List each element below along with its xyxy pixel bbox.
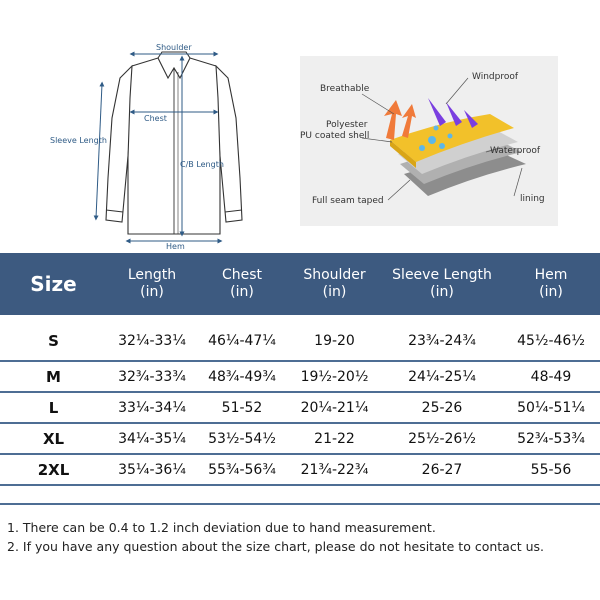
sleeve-length-cell: 25-26 xyxy=(382,392,502,424)
size-cell: M xyxy=(0,361,107,393)
chest-label: Chest xyxy=(144,114,167,123)
polyester-label-line2: PU coated shell xyxy=(300,131,370,141)
column-header-hem: Hem (in) xyxy=(534,267,568,300)
shirt-measurement-diagram: Shoulder Chest Sleeve Length C/B Length … xyxy=(40,38,270,251)
size-chart-table: Size Length (in) Chest (in) Shoulder (in) S… xyxy=(0,253,600,486)
column-header-shoulder: Shoulder (in) xyxy=(303,267,366,300)
hem-cell: 45½-46½ xyxy=(502,315,600,362)
length-cell: 32¾-33¾ xyxy=(107,361,197,393)
sleeve-length-label: Sleeve Length xyxy=(50,136,107,145)
hem-cell: 48-49 xyxy=(502,361,600,393)
chest-cell: 46¼-47¼ xyxy=(197,315,287,362)
column-header-size: Size xyxy=(30,271,77,296)
hem-cell: 52¾-53¾ xyxy=(502,423,600,455)
shoulder-cell: 19½-20½ xyxy=(287,361,382,393)
size-cell: L xyxy=(0,392,107,424)
length-cell: 33¼-34¼ xyxy=(107,392,197,424)
hem-cell: 50¼-51¼ xyxy=(502,392,600,424)
waterproof-label: Waterproof xyxy=(490,146,541,156)
breathable-label: Breathable xyxy=(320,84,370,94)
table-bottom-divider xyxy=(0,503,600,505)
sleeve-length-cell: 25½-26½ xyxy=(382,423,502,455)
measurement-notes: 1. There can be 0.4 to 1.2 inch deviatio… xyxy=(7,518,544,556)
column-header-chest: Chest (in) xyxy=(221,267,263,300)
chest-cell: 55¾-56¾ xyxy=(197,454,287,486)
shoulder-label: Shoulder xyxy=(156,43,192,52)
sleeve-length-cell: 26-27 xyxy=(382,454,502,486)
shoulder-cell: 21-22 xyxy=(287,423,382,455)
chest-cell: 53½-54½ xyxy=(197,423,287,455)
fabric-layers-icon xyxy=(361,77,526,201)
table-row: L 33¼-34¼ 51-52 20¼-21¼ 25-26 50¼-51¼ xyxy=(0,392,600,424)
table-row: S 32¼-33¼ 46¼-47¼ 19-20 23¾-24¾ 45½-46½ xyxy=(0,315,600,362)
length-cell: 35¼-36¼ xyxy=(107,454,197,486)
table-row: XL 34¼-35¼ 53½-54½ 21-22 25½-26½ 52¾-53¾ xyxy=(0,423,600,455)
column-header-length: Length (in) xyxy=(127,267,177,300)
lining-label: lining xyxy=(520,194,545,204)
table-row: M 32¾-33¾ 48¾-49¾ 19½-20½ 24¼-25¼ 48-49 xyxy=(0,361,600,393)
note-item: 2. If you have any question about the si… xyxy=(7,539,544,554)
shoulder-cell: 19-20 xyxy=(287,315,382,362)
note-item: 1. There can be 0.4 to 1.2 inch deviatio… xyxy=(7,520,436,535)
fabric-layers-diagram: Breathable Windproof Polyester PU coated… xyxy=(300,56,558,226)
column-header-sleeve-length: Sleeve Length (in) xyxy=(392,267,492,300)
chest-cell: 48¾-49¾ xyxy=(197,361,287,393)
hem-cell: 55-56 xyxy=(502,454,600,486)
table-header-row: Size Length (in) Chest (in) Shoulder (in) S… xyxy=(0,253,600,315)
size-cell: S xyxy=(0,315,107,362)
length-cell: 32¼-33¼ xyxy=(107,315,197,362)
shoulder-cell: 21¾-22¾ xyxy=(287,454,382,486)
full-seam-taped-label: Full seam taped xyxy=(312,196,384,206)
length-cell: 34¼-35¼ xyxy=(107,423,197,455)
size-cell: 2XL xyxy=(0,454,107,486)
shirt-outline-icon xyxy=(93,51,243,244)
chest-cell: 51-52 xyxy=(197,392,287,424)
table-row: 2XL 35¼-36¼ 55¾-56¾ 21¾-22¾ 26-27 55-56 xyxy=(0,454,600,486)
shoulder-cell: 20¼-21¼ xyxy=(287,392,382,424)
sleeve-length-cell: 23¾-24¾ xyxy=(382,315,502,362)
cb-length-label: C/B Length xyxy=(180,160,224,169)
polyester-label-line1: Polyester xyxy=(326,120,368,130)
size-cell: XL xyxy=(0,423,107,455)
sleeve-length-cell: 24¼-25¼ xyxy=(382,361,502,393)
hem-label: Hem xyxy=(166,242,185,251)
windproof-label: Windproof xyxy=(472,72,519,82)
